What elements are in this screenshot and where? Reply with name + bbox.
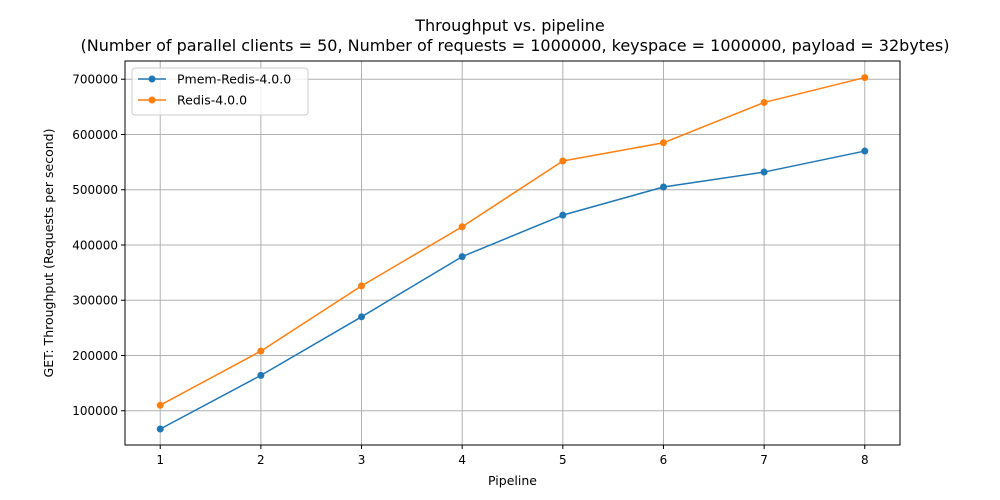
legend-label-pmem: Pmem-Redis-4.0.0 [177,72,291,87]
data-point-pmem [156,425,164,433]
x-tick-label: 8 [861,453,869,467]
data-point-redis [760,98,768,106]
data-point-pmem [760,168,768,176]
x-tick-label: 5 [559,453,567,467]
data-point-redis [659,139,667,147]
legend-label-redis: Redis-4.0.0 [177,93,247,108]
legend-marker-pmem [148,75,156,83]
x-tick-label: 4 [458,453,466,467]
y-tick-label: 300000 [72,294,118,308]
y-tick-label: 100000 [72,404,118,418]
series-line-pmem [159,150,865,430]
data-point-pmem [659,183,667,191]
x-tick-label: 2 [257,453,265,467]
x-tick-label: 1 [156,453,164,467]
series-line-redis [159,76,865,406]
plot-frame [124,60,901,446]
y-axis-label: GET: Throughput (Requests per second) [41,129,56,378]
data-point-redis [861,74,869,82]
data-point-redis [458,223,466,231]
data-point-pmem [861,147,869,155]
data-point-pmem [257,371,265,379]
x-tick-label: 3 [358,453,366,467]
data-point-pmem [358,313,366,321]
axis-ticks: 1 2 3 4 5 6 7 8 100000 200000 300000 400000 500000 60… [72,73,868,467]
series-layer [156,74,869,433]
x-tick-label: 7 [760,453,768,467]
chart-subtitle: (Number of parallel clients = 50, Number… [81,36,950,55]
y-tick-label: 600000 [72,128,118,142]
y-tick-label: 700000 [72,73,118,87]
legend: Pmem-Redis-4.0.0 Redis-4.0.0 [131,67,309,116]
y-tick-label: 500000 [72,183,118,197]
data-point-redis [559,157,567,165]
y-tick-label: 200000 [72,349,118,363]
data-point-redis [156,401,164,409]
grid-lines [125,61,900,445]
data-point-pmem [458,253,466,261]
legend-box [131,67,309,116]
legend-marker-redis [148,96,156,104]
data-point-redis [358,282,366,290]
x-axis-label: Pipeline [488,473,537,488]
data-point-redis [257,347,265,355]
y-tick-label: 400000 [72,238,118,252]
data-point-pmem [559,211,567,219]
chart-title: Throughput vs. pipeline [414,16,604,35]
x-tick-label: 6 [660,453,668,467]
